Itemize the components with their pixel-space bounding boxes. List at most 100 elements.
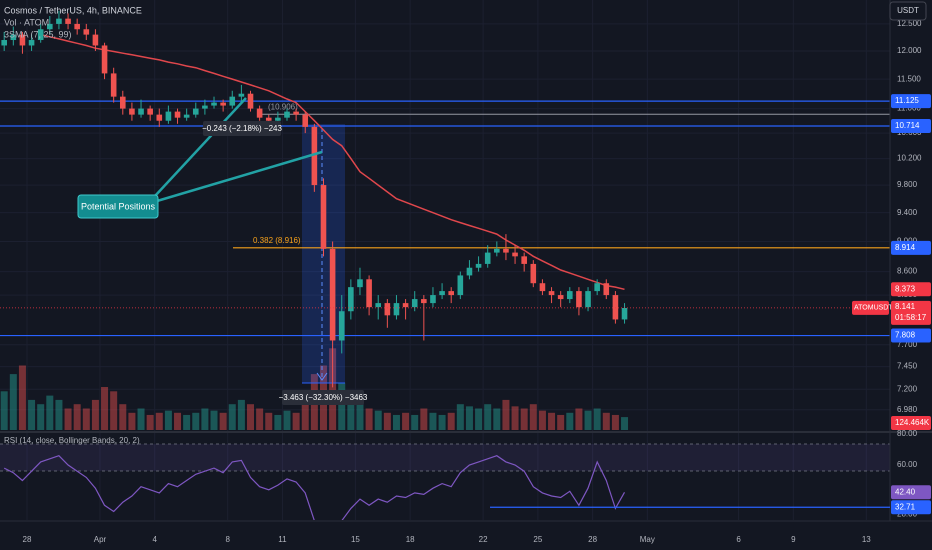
volume-bar xyxy=(91,399,99,430)
x-tick-label: 25 xyxy=(533,535,542,544)
x-tick-label: 11 xyxy=(278,535,287,544)
price-tag-label: 11.125 xyxy=(895,96,919,105)
price-layer: (10.906) 0.382 (8.916) xyxy=(0,10,890,388)
y-tick-label: 12.000 xyxy=(897,46,922,55)
price-tag-label: 10.714 xyxy=(895,121,920,130)
volume-bar xyxy=(475,408,483,430)
y-tick-label: 8.600 xyxy=(897,267,918,276)
volume-bar xyxy=(201,408,209,430)
x-tick-label: 28 xyxy=(23,535,32,544)
currency-box[interactable] xyxy=(889,1,927,21)
price-tag xyxy=(891,119,931,134)
candle-body xyxy=(457,275,464,296)
volume-bar xyxy=(292,412,300,430)
volume-bar xyxy=(146,414,154,430)
countdown: 01:58:17 xyxy=(895,313,927,322)
price-tag xyxy=(891,416,931,430)
candle-body xyxy=(503,248,509,253)
measure-label-box xyxy=(282,390,364,405)
volume-bar xyxy=(365,408,373,430)
x-tick-label: Apr xyxy=(94,535,107,544)
candle-body xyxy=(229,96,236,106)
candle-body xyxy=(37,29,44,41)
candle-body xyxy=(439,291,445,296)
candle-body xyxy=(521,256,527,264)
candle-body xyxy=(101,45,108,74)
candle-body xyxy=(530,263,537,284)
volume-bar xyxy=(247,404,255,430)
volume-bar xyxy=(502,399,510,430)
rsi-layer xyxy=(3,455,890,520)
price-tag-label: 32.71 xyxy=(895,502,916,511)
volume-bar xyxy=(493,408,501,430)
candle-body xyxy=(566,291,573,300)
price-tag xyxy=(891,328,931,343)
price-tag xyxy=(891,282,931,297)
candle-body xyxy=(612,295,619,320)
candle-body xyxy=(211,102,217,106)
volume-bar xyxy=(338,382,346,430)
volume-bar xyxy=(219,412,227,430)
volume-bar xyxy=(228,404,236,430)
volume-bar xyxy=(584,410,592,430)
candle-body xyxy=(311,126,318,186)
price-tag xyxy=(891,240,931,255)
volume-bar xyxy=(411,414,419,430)
candle-body xyxy=(357,279,363,288)
x-tick-label: 22 xyxy=(479,535,488,544)
price-tag-label: 124.464K xyxy=(895,418,930,427)
price-tag-label: 8.914 xyxy=(895,243,916,252)
candle-body xyxy=(348,287,354,312)
rsi-line xyxy=(3,455,626,520)
volume-bar xyxy=(155,412,163,430)
measure-label: −0.243 (−2.18%) −243 xyxy=(202,124,282,133)
volume-bar xyxy=(611,414,619,430)
candle-body xyxy=(110,73,117,97)
candle-body xyxy=(366,279,372,308)
volume-bar xyxy=(484,404,492,430)
volume-bar xyxy=(301,404,309,430)
candle-body xyxy=(421,299,427,304)
volume-bar xyxy=(82,408,90,430)
candle-body xyxy=(202,105,208,109)
x-tick-label: 6 xyxy=(736,535,741,544)
y-tick-label: 9.400 xyxy=(897,208,918,217)
volume-bar xyxy=(538,410,546,430)
price-tag xyxy=(891,500,931,515)
volume-bar xyxy=(9,374,17,430)
y-tick-label: 11.000 xyxy=(897,104,921,113)
volume-bar xyxy=(621,417,629,430)
candle-body xyxy=(183,114,190,118)
currency[interactable]: USDT xyxy=(897,6,919,15)
price-tag-label: 8.373 xyxy=(895,284,916,293)
volume-bar xyxy=(192,412,200,430)
annotation-text: Potential Positions xyxy=(81,201,156,211)
candle-body xyxy=(475,263,482,268)
volume-bar xyxy=(128,412,136,430)
x-tick-label: 8 xyxy=(225,535,230,544)
candle-body xyxy=(576,291,582,308)
candle-body xyxy=(329,248,336,341)
rsi-last-tag xyxy=(891,485,931,500)
candle-body xyxy=(594,283,600,292)
volume-bar xyxy=(465,406,473,430)
candle-body xyxy=(284,111,290,118)
fib-text: 0.382 (8.916) xyxy=(253,236,301,245)
rsi-band xyxy=(0,444,890,471)
candle-body xyxy=(293,111,299,115)
price-tag xyxy=(891,300,931,325)
annotation-box xyxy=(77,194,159,219)
measure-label-box xyxy=(203,121,281,136)
symbol-tag xyxy=(852,300,889,315)
symbol-title: Cosmos / TetherUS, 4h, BINANCE xyxy=(4,5,142,15)
volume-bar xyxy=(55,399,63,430)
volume-bar xyxy=(0,391,8,430)
candle-body xyxy=(384,303,391,316)
volume-bar xyxy=(164,410,172,430)
candle-body xyxy=(192,108,199,115)
y-tick-label: 10.200 xyxy=(897,154,922,163)
volume-bar xyxy=(237,399,245,430)
x-tick-label: 15 xyxy=(351,535,360,544)
measure-label: −3.463 (−32.30%) −3463 xyxy=(279,393,368,402)
volume-bar xyxy=(256,408,264,430)
